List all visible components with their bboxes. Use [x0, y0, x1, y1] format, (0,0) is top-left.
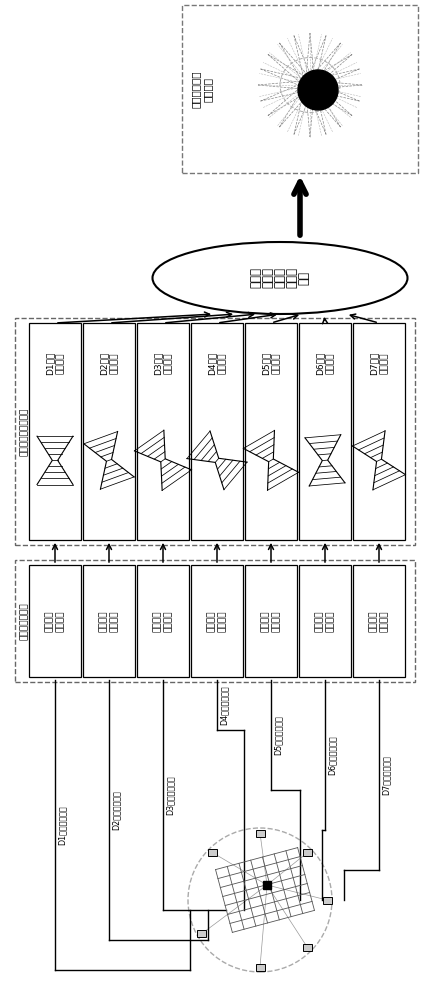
Bar [245, 323, 297, 540]
Text: D6方向
栅格表征: D6方向 栅格表征 [315, 351, 335, 375]
Text: D3方向
栅格表征: D3方向 栅格表征 [153, 351, 173, 375]
Bar [137, 565, 189, 677]
Text: D6方向信号通道: D6方向信号通道 [328, 735, 337, 775]
Text: 回波信号
处理模块: 回波信号 处理模块 [99, 610, 119, 632]
Bar [303, 849, 312, 856]
Text: D7方向信号通道: D7方向信号通道 [382, 755, 391, 795]
Text: 模块内采用并行: 模块内采用并行 [20, 602, 28, 640]
Text: D4方向信号通道: D4方向信号通道 [220, 685, 229, 725]
Bar [303, 944, 312, 951]
Bar [83, 565, 135, 677]
Bar [353, 323, 405, 540]
Bar [245, 565, 297, 677]
Bar [323, 896, 332, 904]
Text: 回波信号
处理模块: 回波信号 处理模块 [369, 610, 389, 632]
Text: 并行小波分解保留过: 并行小波分解保留过 [20, 407, 28, 456]
Text: D5方向信号通道: D5方向信号通道 [274, 715, 283, 755]
Bar [299, 323, 351, 540]
Bar [208, 849, 217, 856]
Bar [29, 323, 81, 540]
Text: 多觓度: 多觓度 [249, 267, 262, 288]
Bar [191, 565, 243, 677]
Text: D7方向
栅格表征: D7方向 栅格表征 [369, 351, 389, 375]
Text: 回波信号
处理模块: 回波信号 处理模块 [45, 610, 65, 632]
Text: 信息的: 信息的 [262, 267, 274, 288]
Text: 立体匹: 立体匹 [273, 267, 287, 288]
Bar [15, 318, 415, 545]
Bar [137, 323, 189, 540]
Text: D3方向信号通道: D3方向信号通道 [166, 775, 175, 815]
Bar [299, 565, 351, 677]
Bar [15, 560, 415, 682]
Text: 回波信号
处理模块: 回波信号 处理模块 [153, 610, 173, 632]
Text: 关联合成后的: 关联合成后的 [191, 70, 201, 108]
Text: 缺陷表征: 缺陷表征 [203, 77, 213, 102]
Bar [182, 5, 418, 173]
Bar [256, 830, 265, 836]
Text: 处理: 处理 [298, 271, 310, 285]
Text: 配关联: 配关联 [285, 267, 298, 288]
Text: D5方向
栅格表征: D5方向 栅格表征 [261, 351, 281, 375]
Bar [353, 565, 405, 677]
Bar [198, 930, 206, 937]
Text: D1方向
栅格表征: D1方向 栅格表征 [45, 351, 65, 375]
Text: 零点后的特征结果: 零点后的特征结果 [31, 410, 39, 453]
Text: D1方向信号通道: D1方向信号通道 [58, 805, 67, 845]
Bar [191, 323, 243, 540]
Bar [256, 964, 265, 970]
Text: D2方向
栅格表征: D2方向 栅格表征 [99, 351, 119, 375]
Text: D2方向信号通道: D2方向信号通道 [112, 790, 121, 830]
Text: 回波信号
处理模块: 回波信号 处理模块 [207, 610, 227, 632]
Bar [83, 323, 135, 540]
Text: 回波信号
处理模块: 回波信号 处理模块 [261, 610, 281, 632]
Text: 流水线形式: 流水线形式 [31, 608, 39, 634]
Text: D4方向
栅格表征: D4方向 栅格表征 [207, 351, 227, 375]
Circle shape [298, 70, 338, 110]
Text: 回波信号
处理模块: 回波信号 处理模块 [315, 610, 335, 632]
Bar [29, 565, 81, 677]
